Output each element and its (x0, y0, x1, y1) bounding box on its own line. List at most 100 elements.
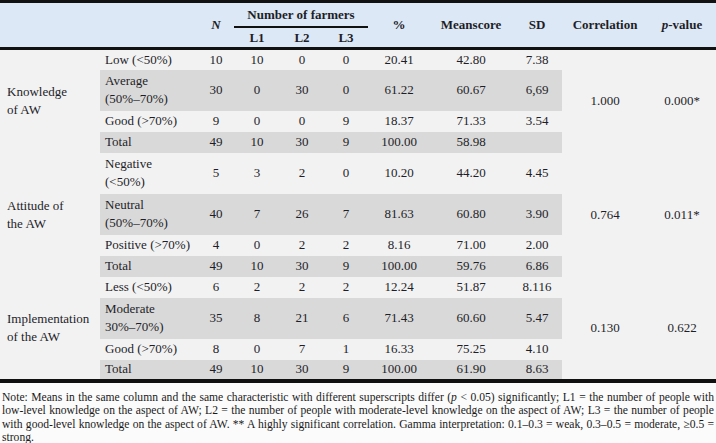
cell-l1: 7 (234, 194, 280, 235)
cell-l1: 0 (234, 111, 280, 132)
cell-l3: 1 (324, 339, 368, 360)
header-p-value: p-value (648, 2, 716, 49)
cell-l3: 9 (324, 360, 368, 381)
cell-l2: 2 (280, 153, 324, 194)
cell-percent: 20.41 (368, 49, 430, 70)
header-l1: L1 (234, 27, 280, 49)
cell-sd: 6,69 (512, 70, 562, 111)
cell-meanscore: 58.98 (430, 132, 512, 153)
row-category: Neutral (50%–70%) (100, 194, 198, 235)
cell-sd: 3.54 (512, 111, 562, 132)
cell-l3: 0 (324, 153, 368, 194)
cell-n: 10 (198, 49, 234, 70)
cell-meanscore: 75.25 (430, 339, 512, 360)
cell-p-value: 0.622 (648, 277, 716, 381)
cell-l3: 0 (324, 49, 368, 70)
cell-n: 9 (198, 111, 234, 132)
header-correlation: Correlation (562, 2, 648, 49)
cell-l3: 7 (324, 194, 368, 235)
cell-l2: 26 (280, 194, 324, 235)
row-category: Total (100, 256, 198, 277)
cell-l3: 9 (324, 256, 368, 277)
cell-percent: 100.00 (368, 360, 430, 381)
footnote-text-part1: Note: Means in the same column and the s… (2, 391, 451, 404)
row-category: Positive (>70%) (100, 235, 198, 256)
cell-meanscore: 61.90 (430, 360, 512, 381)
cell-l3: 2 (324, 277, 368, 298)
cell-l1: 0 (234, 235, 280, 256)
cell-correlation: 1.000 (562, 49, 648, 153)
cell-l1: 10 (234, 132, 280, 153)
cell-l2: 30 (280, 360, 324, 381)
cell-percent: 8.16 (368, 235, 430, 256)
cell-n: 40 (198, 194, 234, 235)
table-row: Knowledge of AW Low (<50%) 10 10 0 0 20.… (0, 49, 716, 70)
cell-percent: 61.22 (368, 70, 430, 111)
cell-percent: 81.63 (368, 194, 430, 235)
cell-sd: 8.63 (512, 360, 562, 381)
section-label-knowledge: Knowledge of AW (0, 49, 100, 153)
cell-l1: 3 (234, 153, 280, 194)
header-n: N (198, 2, 234, 49)
cell-l3: 2 (324, 235, 368, 256)
cell-l1: 0 (234, 70, 280, 111)
header-l3: L3 (324, 27, 368, 49)
table-body: Knowledge of AW Low (<50%) 10 10 0 0 20.… (0, 49, 716, 381)
cell-n: 30 (198, 70, 234, 111)
cell-n: 6 (198, 277, 234, 298)
header-meanscore: Meanscore (430, 2, 512, 49)
row-category: Good (>70%) (100, 339, 198, 360)
cell-meanscore: 59.76 (430, 256, 512, 277)
cell-correlation: 0.130 (562, 277, 648, 381)
cell-sd: 4.10 (512, 339, 562, 360)
row-category: Less (<50%) (100, 277, 198, 298)
cell-l2: 30 (280, 256, 324, 277)
table-footnote: Note: Means in the same column and the s… (0, 383, 716, 443)
cell-percent: 10.20 (368, 153, 430, 194)
cell-sd: 2.00 (512, 235, 562, 256)
cell-percent: 16.33 (368, 339, 430, 360)
cell-l2: 2 (280, 277, 324, 298)
cell-percent: 100.00 (368, 256, 430, 277)
cell-n: 49 (198, 360, 234, 381)
cell-l2: 2 (280, 235, 324, 256)
table-row: Attitude of the AW Negative (<50%) 5 3 2… (0, 153, 716, 194)
cell-l3: 6 (324, 298, 368, 339)
cell-l2: 0 (280, 49, 324, 70)
cell-meanscore: 44.20 (430, 153, 512, 194)
row-category: Low (<50%) (100, 49, 198, 70)
row-category: Moderate 30%–70%) (100, 298, 198, 339)
cell-sd: 7.38 (512, 49, 562, 70)
cell-l1: 10 (234, 49, 280, 70)
cell-meanscore: 60.60 (430, 298, 512, 339)
row-category: Good (>70%) (100, 111, 198, 132)
p-value-rest: -value (668, 17, 702, 32)
row-category: Average (50%–70%) (100, 70, 198, 111)
cell-l1: 0 (234, 339, 280, 360)
cell-l3: 9 (324, 111, 368, 132)
cell-p-value: 0.011* (648, 153, 716, 277)
cell-meanscore: 60.67 (430, 70, 512, 111)
cell-n: 49 (198, 256, 234, 277)
cell-sd: 3.90 (512, 194, 562, 235)
cell-l2: 7 (280, 339, 324, 360)
cell-n: 4 (198, 235, 234, 256)
header-sd: SD (512, 2, 562, 49)
row-category: Negative (<50%) (100, 153, 198, 194)
cell-meanscore: 51.87 (430, 277, 512, 298)
section-label-attitude: Attitude of the AW (0, 153, 100, 277)
cell-p-value: 0.000* (648, 49, 716, 153)
cell-n: 5 (198, 153, 234, 194)
cell-l2: 30 (280, 132, 324, 153)
cell-l2: 0 (280, 111, 324, 132)
cell-meanscore: 71.33 (430, 111, 512, 132)
cell-sd: 8.116 (512, 277, 562, 298)
cell-l1: 8 (234, 298, 280, 339)
results-table: N Number of farmers % Meanscore SD Corre… (0, 0, 716, 383)
cell-l2: 30 (280, 70, 324, 111)
cell-percent: 71.43 (368, 298, 430, 339)
cell-n: 49 (198, 132, 234, 153)
row-category: Total (100, 360, 198, 381)
header-number-of-farmers: Number of farmers (234, 2, 368, 28)
cell-l3: 9 (324, 132, 368, 153)
